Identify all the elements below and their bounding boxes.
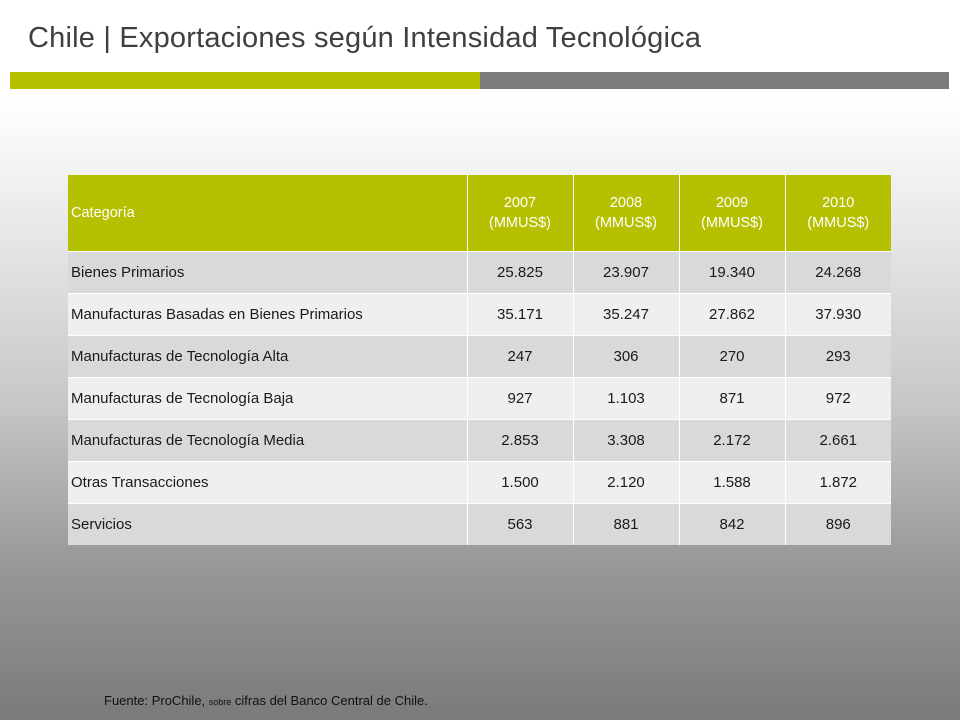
table-row: Bienes Primarios 25.825 23.907 19.340 24… xyxy=(68,251,891,294)
cell-2009: 1.588 xyxy=(679,461,786,504)
row-category: Bienes Primarios xyxy=(68,251,468,294)
header-unit: (MMUS$) xyxy=(807,215,870,231)
cell-2009: 2.172 xyxy=(679,419,786,462)
cell-2007: 927 xyxy=(467,377,574,420)
title-underline-accent xyxy=(10,72,480,89)
row-category: Manufacturas de Tecnología Media xyxy=(68,419,468,462)
table-row: Manufacturas de Tecnología Media 2.853 3… xyxy=(68,419,891,462)
header-2008: 2008 (MMUS$) xyxy=(573,175,680,252)
table-row: Otras Transacciones 1.500 2.120 1.588 1.… xyxy=(68,461,891,504)
header-unit: (MMUS$) xyxy=(594,215,658,231)
cell-2007: 35.171 xyxy=(467,293,574,336)
table-row: Manufacturas de Tecnología Alta 247 306 … xyxy=(68,335,891,378)
cell-2009: 842 xyxy=(679,503,786,545)
row-category: Manufacturas de Tecnología Baja xyxy=(68,377,468,420)
row-category: Otras Transacciones xyxy=(68,461,468,504)
page-title: Chile | Exportaciones según Intensidad T… xyxy=(28,22,702,54)
cell-2008: 2.120 xyxy=(573,461,680,504)
source-prefix: Fuente: ProChile, xyxy=(104,693,209,708)
table-row: Servicios 563 881 842 896 xyxy=(68,503,891,545)
table-header-row: Categoría 2007 (MMUS$) 2008 (MMUS$) 2009 (M… xyxy=(68,175,891,252)
cell-2009: 871 xyxy=(679,377,786,420)
cell-2007: 563 xyxy=(467,503,574,545)
row-category: Servicios xyxy=(68,503,468,545)
cell-2007: 2.853 xyxy=(467,419,574,462)
header-2007: 2007 (MMUS$) xyxy=(467,175,574,252)
exports-table: Categoría 2007 (MMUS$) 2008 (MMUS$) 2009 (M… xyxy=(68,175,891,545)
cell-2008: 3.308 xyxy=(573,419,680,462)
row-category: Manufacturas de Tecnología Alta xyxy=(68,335,468,378)
cell-2009: 27.862 xyxy=(679,293,786,336)
cell-2010: 972 xyxy=(785,377,891,420)
header-unit: (MMUS$) xyxy=(488,215,552,231)
cell-2010: 293 xyxy=(785,335,891,378)
header-categoria: Categoría xyxy=(68,175,468,252)
header-year: 2009 xyxy=(715,195,749,211)
cell-2007: 25.825 xyxy=(467,251,574,294)
source-small-word: sobre xyxy=(208,697,232,707)
header-year: 2008 xyxy=(609,195,643,211)
cell-2009: 270 xyxy=(679,335,786,378)
header-2010: 2010 (MMUS$) xyxy=(785,175,891,252)
cell-2008: 881 xyxy=(573,503,680,545)
cell-2010: 896 xyxy=(785,503,891,545)
header-year: 2010 xyxy=(822,195,855,211)
cell-2009: 19.340 xyxy=(679,251,786,294)
header-2009: 2009 (MMUS$) xyxy=(679,175,786,252)
table-row: Manufacturas Basadas en Bienes Primarios… xyxy=(68,293,891,336)
title-underline-gray xyxy=(480,72,949,89)
header-unit: (MMUS$) xyxy=(700,215,764,231)
cell-2010: 24.268 xyxy=(785,251,891,294)
table-row: Manufacturas de Tecnología Baja 927 1.10… xyxy=(68,377,891,420)
header-year: 2007 xyxy=(503,195,537,211)
cell-2010: 37.930 xyxy=(785,293,891,336)
cell-2008: 23.907 xyxy=(573,251,680,294)
cell-2008: 35.247 xyxy=(573,293,680,336)
cell-2010: 2.661 xyxy=(785,419,891,462)
cell-2008: 306 xyxy=(573,335,680,378)
cell-2010: 1.872 xyxy=(785,461,891,504)
cell-2008: 1.103 xyxy=(573,377,680,420)
cell-2007: 247 xyxy=(467,335,574,378)
cell-2007: 1.500 xyxy=(467,461,574,504)
source-note: Fuente: ProChile, sobre cifras del Banco… xyxy=(104,693,428,708)
row-category: Manufacturas Basadas en Bienes Primarios xyxy=(68,293,468,336)
source-suffix: cifras del Banco Central de Chile. xyxy=(231,693,428,708)
